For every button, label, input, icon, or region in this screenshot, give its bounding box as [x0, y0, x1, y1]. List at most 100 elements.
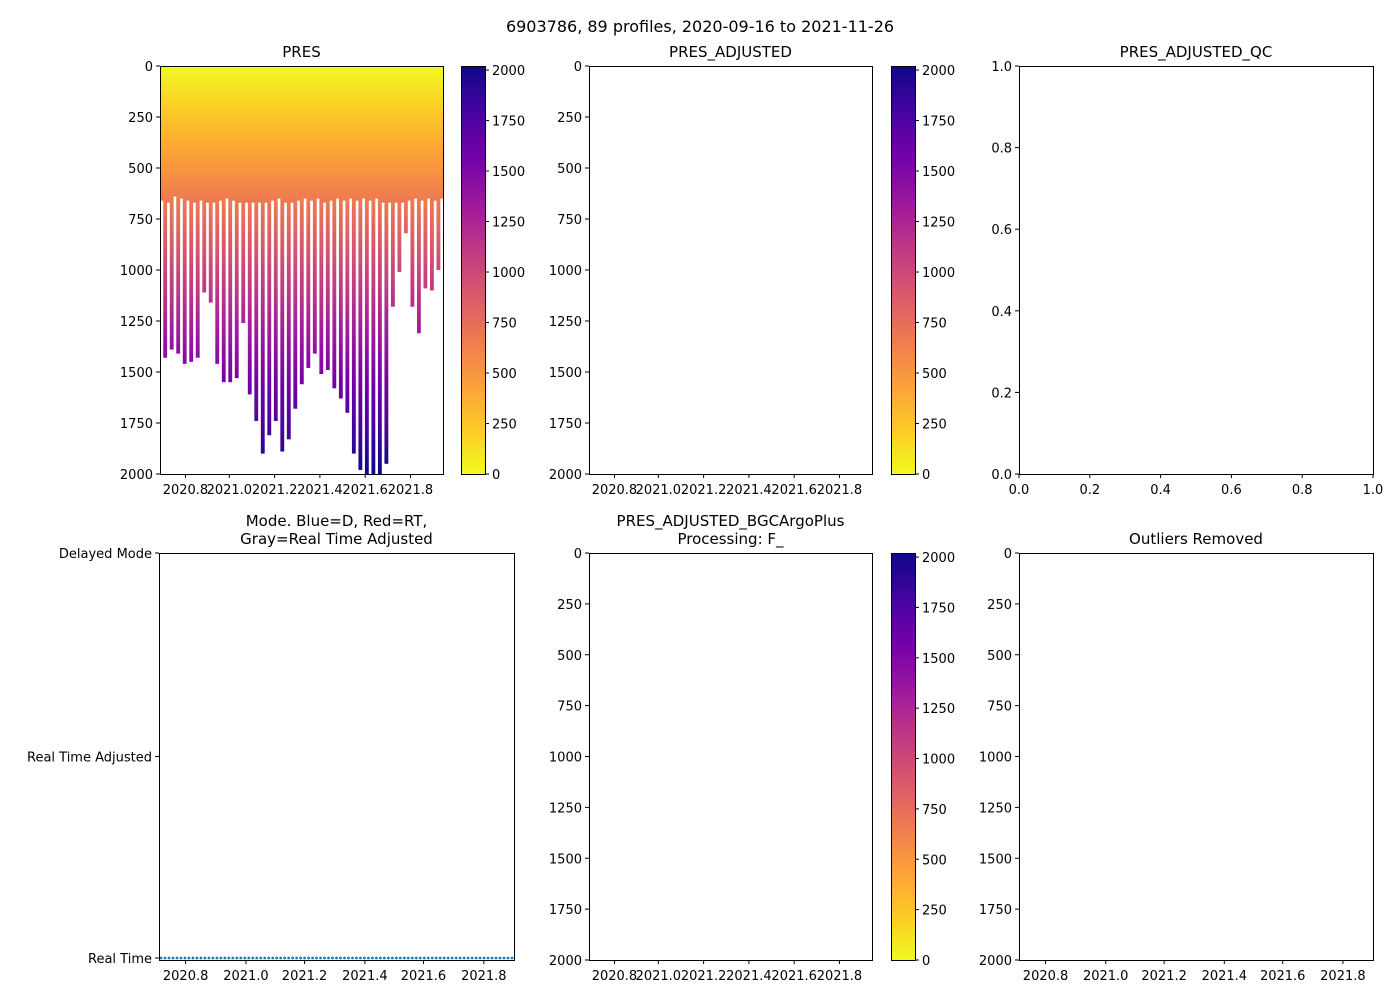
mode-point — [263, 956, 267, 960]
pres-adjusted-qc-xtick-label: 0.8 — [1292, 483, 1313, 498]
pres-profile-column — [241, 66, 246, 324]
pres-colorbar — [461, 66, 485, 474]
pres-profile-column — [303, 66, 307, 199]
outliers-ytick-label: 1500 — [979, 852, 1012, 867]
pres-profile-column — [225, 66, 229, 199]
outliers-ytick-label: 1750 — [979, 903, 1012, 918]
pres-profile-column — [368, 66, 373, 201]
pres-profile-column — [205, 66, 210, 203]
mode-point — [187, 956, 191, 960]
pres-profile-column — [316, 66, 320, 199]
pres-bgc-colorbar-tick-label: 1500 — [922, 652, 955, 667]
mode-point — [275, 956, 279, 960]
pres-profile-column — [202, 66, 207, 293]
pres-title: PRES — [282, 43, 320, 61]
pres-profile-column — [234, 66, 239, 379]
pres-profile-column — [251, 66, 255, 203]
pres-ytick-label: 1500 — [120, 366, 153, 381]
pres-adjusted-ytick-label: 2000 — [549, 468, 582, 483]
pres-profile-column — [290, 66, 294, 203]
pres-profile-column — [371, 66, 376, 474]
pres-profile-column — [332, 66, 337, 389]
pres-colorbar-tick-label: 0 — [492, 468, 500, 483]
mode-point — [279, 956, 283, 960]
pres-profile-column — [267, 66, 272, 436]
mode-point — [295, 956, 299, 960]
outliers-axes-frame — [1019, 553, 1374, 961]
pres-colorbar-tick-label: 1500 — [492, 165, 525, 180]
mode-point — [434, 956, 438, 960]
pres-bgc-colorbar — [891, 553, 915, 960]
pres-adjusted-ytick-label: 1500 — [549, 366, 582, 381]
pres-profile-column — [439, 66, 444, 199]
mode-point — [466, 956, 470, 960]
pres-profile-column — [348, 66, 353, 199]
mode-point — [235, 956, 239, 960]
pres-profile-column — [186, 66, 190, 201]
pres-colorbar-tick-label: 500 — [492, 367, 517, 382]
mode-point — [426, 956, 430, 960]
pres-profile-column — [189, 66, 194, 362]
mode-point — [207, 956, 211, 960]
pres-adjusted-xtick-label: 2021.6 — [771, 483, 817, 498]
mode-point — [227, 956, 231, 960]
pres-profile-column — [329, 66, 334, 201]
mode-point — [374, 956, 378, 960]
outliers-ytick-label: 1000 — [979, 751, 1012, 766]
pres-profile-column — [228, 66, 233, 383]
mode-point — [502, 956, 506, 960]
mode-point — [215, 956, 219, 960]
pres-xtick-label: 2021.8 — [388, 483, 434, 498]
pres-adjusted-colorbar-tick-label: 1500 — [922, 165, 955, 180]
pres-bgc-title: PRES_ADJUSTED_BGCArgoPlus — [617, 512, 845, 531]
pres-adjusted-xtick-label: 2020.8 — [592, 483, 638, 498]
mode-point — [498, 956, 502, 960]
mode-point — [311, 956, 314, 960]
pres-profile-column — [355, 66, 360, 201]
pres-colorbar-tick-label: 1750 — [492, 115, 525, 130]
pres-profile-column — [407, 66, 412, 201]
mode-point — [315, 956, 318, 960]
pres-bgc-colorbar-tick-label: 1750 — [922, 601, 955, 616]
pres-profile-column — [218, 66, 223, 201]
mode-point — [299, 956, 303, 960]
pres-adjusted-qc-ytick-label: 1.0 — [991, 60, 1012, 75]
mode-point — [510, 956, 514, 960]
mode-point — [335, 956, 338, 960]
pres-bgc-colorbar-frame — [891, 553, 916, 961]
pres-profile-column — [413, 66, 418, 199]
outliers-ytick-label: 750 — [987, 700, 1012, 715]
mode-point — [418, 956, 422, 960]
pres-adjusted-qc-ytick-label: 0.2 — [991, 386, 1012, 401]
pres-colorbar-tick-label: 1000 — [492, 266, 525, 281]
pres-adjusted-colorbar-frame — [891, 66, 916, 475]
pres-profile-column — [273, 66, 278, 421]
outliers-ytick-label: 1250 — [979, 801, 1012, 816]
mode-point — [355, 956, 358, 960]
mode-point — [251, 956, 255, 960]
pres-xtick-label: 2021.6 — [342, 483, 388, 498]
mode-point — [347, 956, 350, 960]
mode-point — [163, 956, 167, 960]
mode-point — [283, 956, 287, 960]
mode-axes-frame — [159, 553, 515, 961]
pres-bgc-xtick-label: 2020.8 — [592, 969, 638, 984]
mode-point — [351, 956, 354, 960]
pres-colorbar-frame — [461, 66, 486, 475]
pres-profile-column — [244, 66, 249, 203]
pres-adjusted-colorbar-tick-label: 1000 — [922, 266, 955, 281]
mode-point — [382, 956, 386, 960]
mode-point — [211, 956, 215, 960]
mode-ytick-label: Delayed Mode — [59, 547, 152, 562]
mode-point — [179, 956, 183, 960]
pres-adjusted-ytick-label: 1000 — [549, 264, 582, 279]
pres-profile-column — [199, 66, 203, 201]
outliers-xtick-label: 2021.0 — [1083, 969, 1129, 984]
mode-xtick-label: 2021.6 — [401, 969, 447, 984]
mode-point — [231, 956, 235, 960]
pres-adjusted-qc-xtick-label: 0.4 — [1150, 483, 1171, 498]
mode-point — [363, 956, 366, 960]
pres-profile-column — [325, 66, 330, 370]
mode-point — [307, 956, 310, 960]
